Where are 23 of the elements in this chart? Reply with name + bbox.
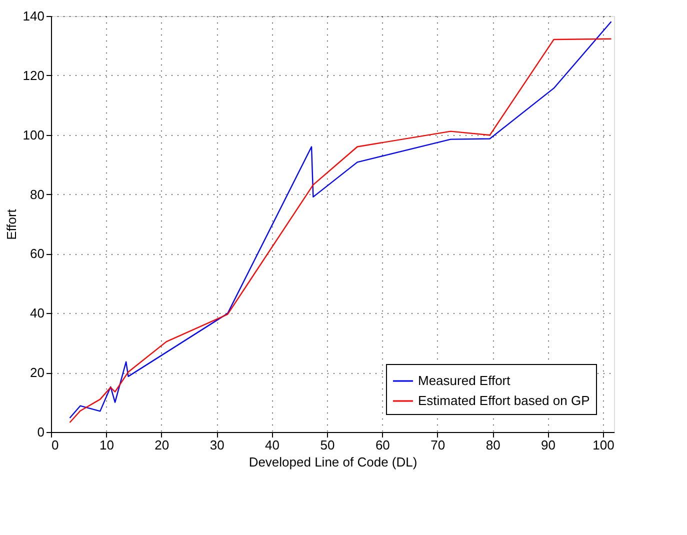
- y-tick-label: 100: [22, 127, 44, 142]
- y-tick-label: 120: [22, 68, 44, 83]
- x-tick-label: 10: [99, 438, 114, 452]
- x-tick-label: 70: [430, 438, 446, 452]
- x-tick-label: 50: [320, 438, 335, 452]
- legend-label: Measured Effort: [418, 373, 511, 388]
- x-tick-label: 60: [375, 438, 390, 452]
- y-tick-label: 0: [37, 424, 44, 440]
- x-axis-title: Developed Line of Code (DL): [248, 454, 418, 470]
- x-tick-label: 0: [52, 438, 59, 452]
- legend-label: Estimated Effort based on GP: [418, 393, 590, 408]
- y-axis-title: Effort: [4, 208, 19, 240]
- x-tick-label: 30: [210, 438, 224, 452]
- x-tick-label: 100: [592, 438, 614, 452]
- x-tick-label: 40: [265, 438, 280, 452]
- y-tick-label: 40: [30, 306, 44, 321]
- x-tick-label: 20: [154, 438, 170, 452]
- x-tick-label: 90: [541, 438, 556, 452]
- y-tick-label: 60: [30, 246, 44, 262]
- y-tick-label: 80: [30, 186, 44, 202]
- y-tick-label: 140: [22, 8, 44, 24]
- x-tick-label: 80: [486, 438, 500, 452]
- y-tick-label: 20: [30, 365, 44, 380]
